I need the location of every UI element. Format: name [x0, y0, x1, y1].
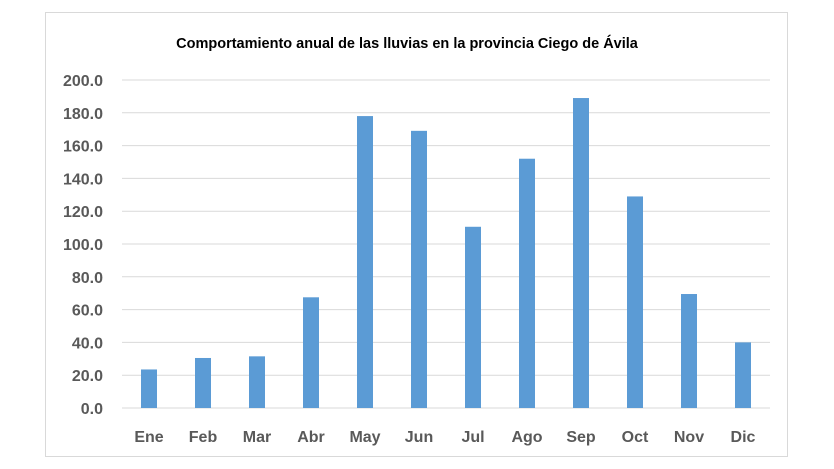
y-axis-tick-labels: 0.0 20.0 40.0 60.0 80.0 100.0 120.0 140.0 160.0 1…	[63, 73, 103, 418]
bar-ago	[519, 158, 535, 408]
y-tick-label: 140.0	[63, 171, 103, 188]
bar-nov	[681, 294, 697, 408]
chart-title: Comportamiento anual de las lluvias en l…	[176, 35, 639, 52]
x-tick-label: Oct	[622, 429, 649, 446]
bar-may	[357, 116, 373, 408]
y-tick-label: 160.0	[63, 139, 103, 156]
bar-jul	[465, 226, 481, 408]
y-tick-label: 60.0	[72, 303, 103, 320]
x-tick-label: Nov	[674, 429, 704, 446]
x-tick-label: Mar	[243, 429, 271, 446]
x-tick-label: Sep	[566, 429, 596, 446]
y-tick-label: 40.0	[72, 335, 103, 352]
y-tick-label: 20.0	[72, 368, 103, 385]
x-tick-label: Jun	[405, 429, 433, 446]
y-tick-label: 200.0	[63, 73, 103, 90]
grid-lines	[122, 79, 770, 409]
bar-sep	[573, 98, 589, 408]
x-tick-label: Ago	[511, 429, 542, 446]
x-tick-label: Abr	[297, 429, 325, 446]
y-tick-label: 0.0	[81, 401, 103, 418]
x-tick-label: Feb	[189, 429, 218, 446]
y-tick-label: 180.0	[63, 106, 103, 123]
y-tick-label: 80.0	[72, 270, 103, 287]
bar-jun	[411, 130, 427, 408]
bar-feb	[195, 357, 211, 408]
bars	[141, 98, 751, 408]
bar-ene	[141, 369, 157, 408]
x-tick-label: Jul	[461, 429, 484, 446]
y-tick-label: 100.0	[63, 237, 103, 254]
x-axis-tick-labels: Ene Feb Mar Abr May Jun Jul Ago Sep Oct Nov Dic	[134, 429, 755, 446]
x-tick-label: May	[349, 429, 380, 446]
bar-oct	[627, 196, 643, 408]
x-tick-label: Ene	[134, 429, 163, 446]
bar-abr	[303, 297, 319, 408]
bar-mar	[249, 356, 265, 408]
bar-dic	[735, 342, 751, 408]
y-tick-label: 120.0	[63, 204, 103, 221]
x-tick-label: Dic	[731, 429, 756, 446]
